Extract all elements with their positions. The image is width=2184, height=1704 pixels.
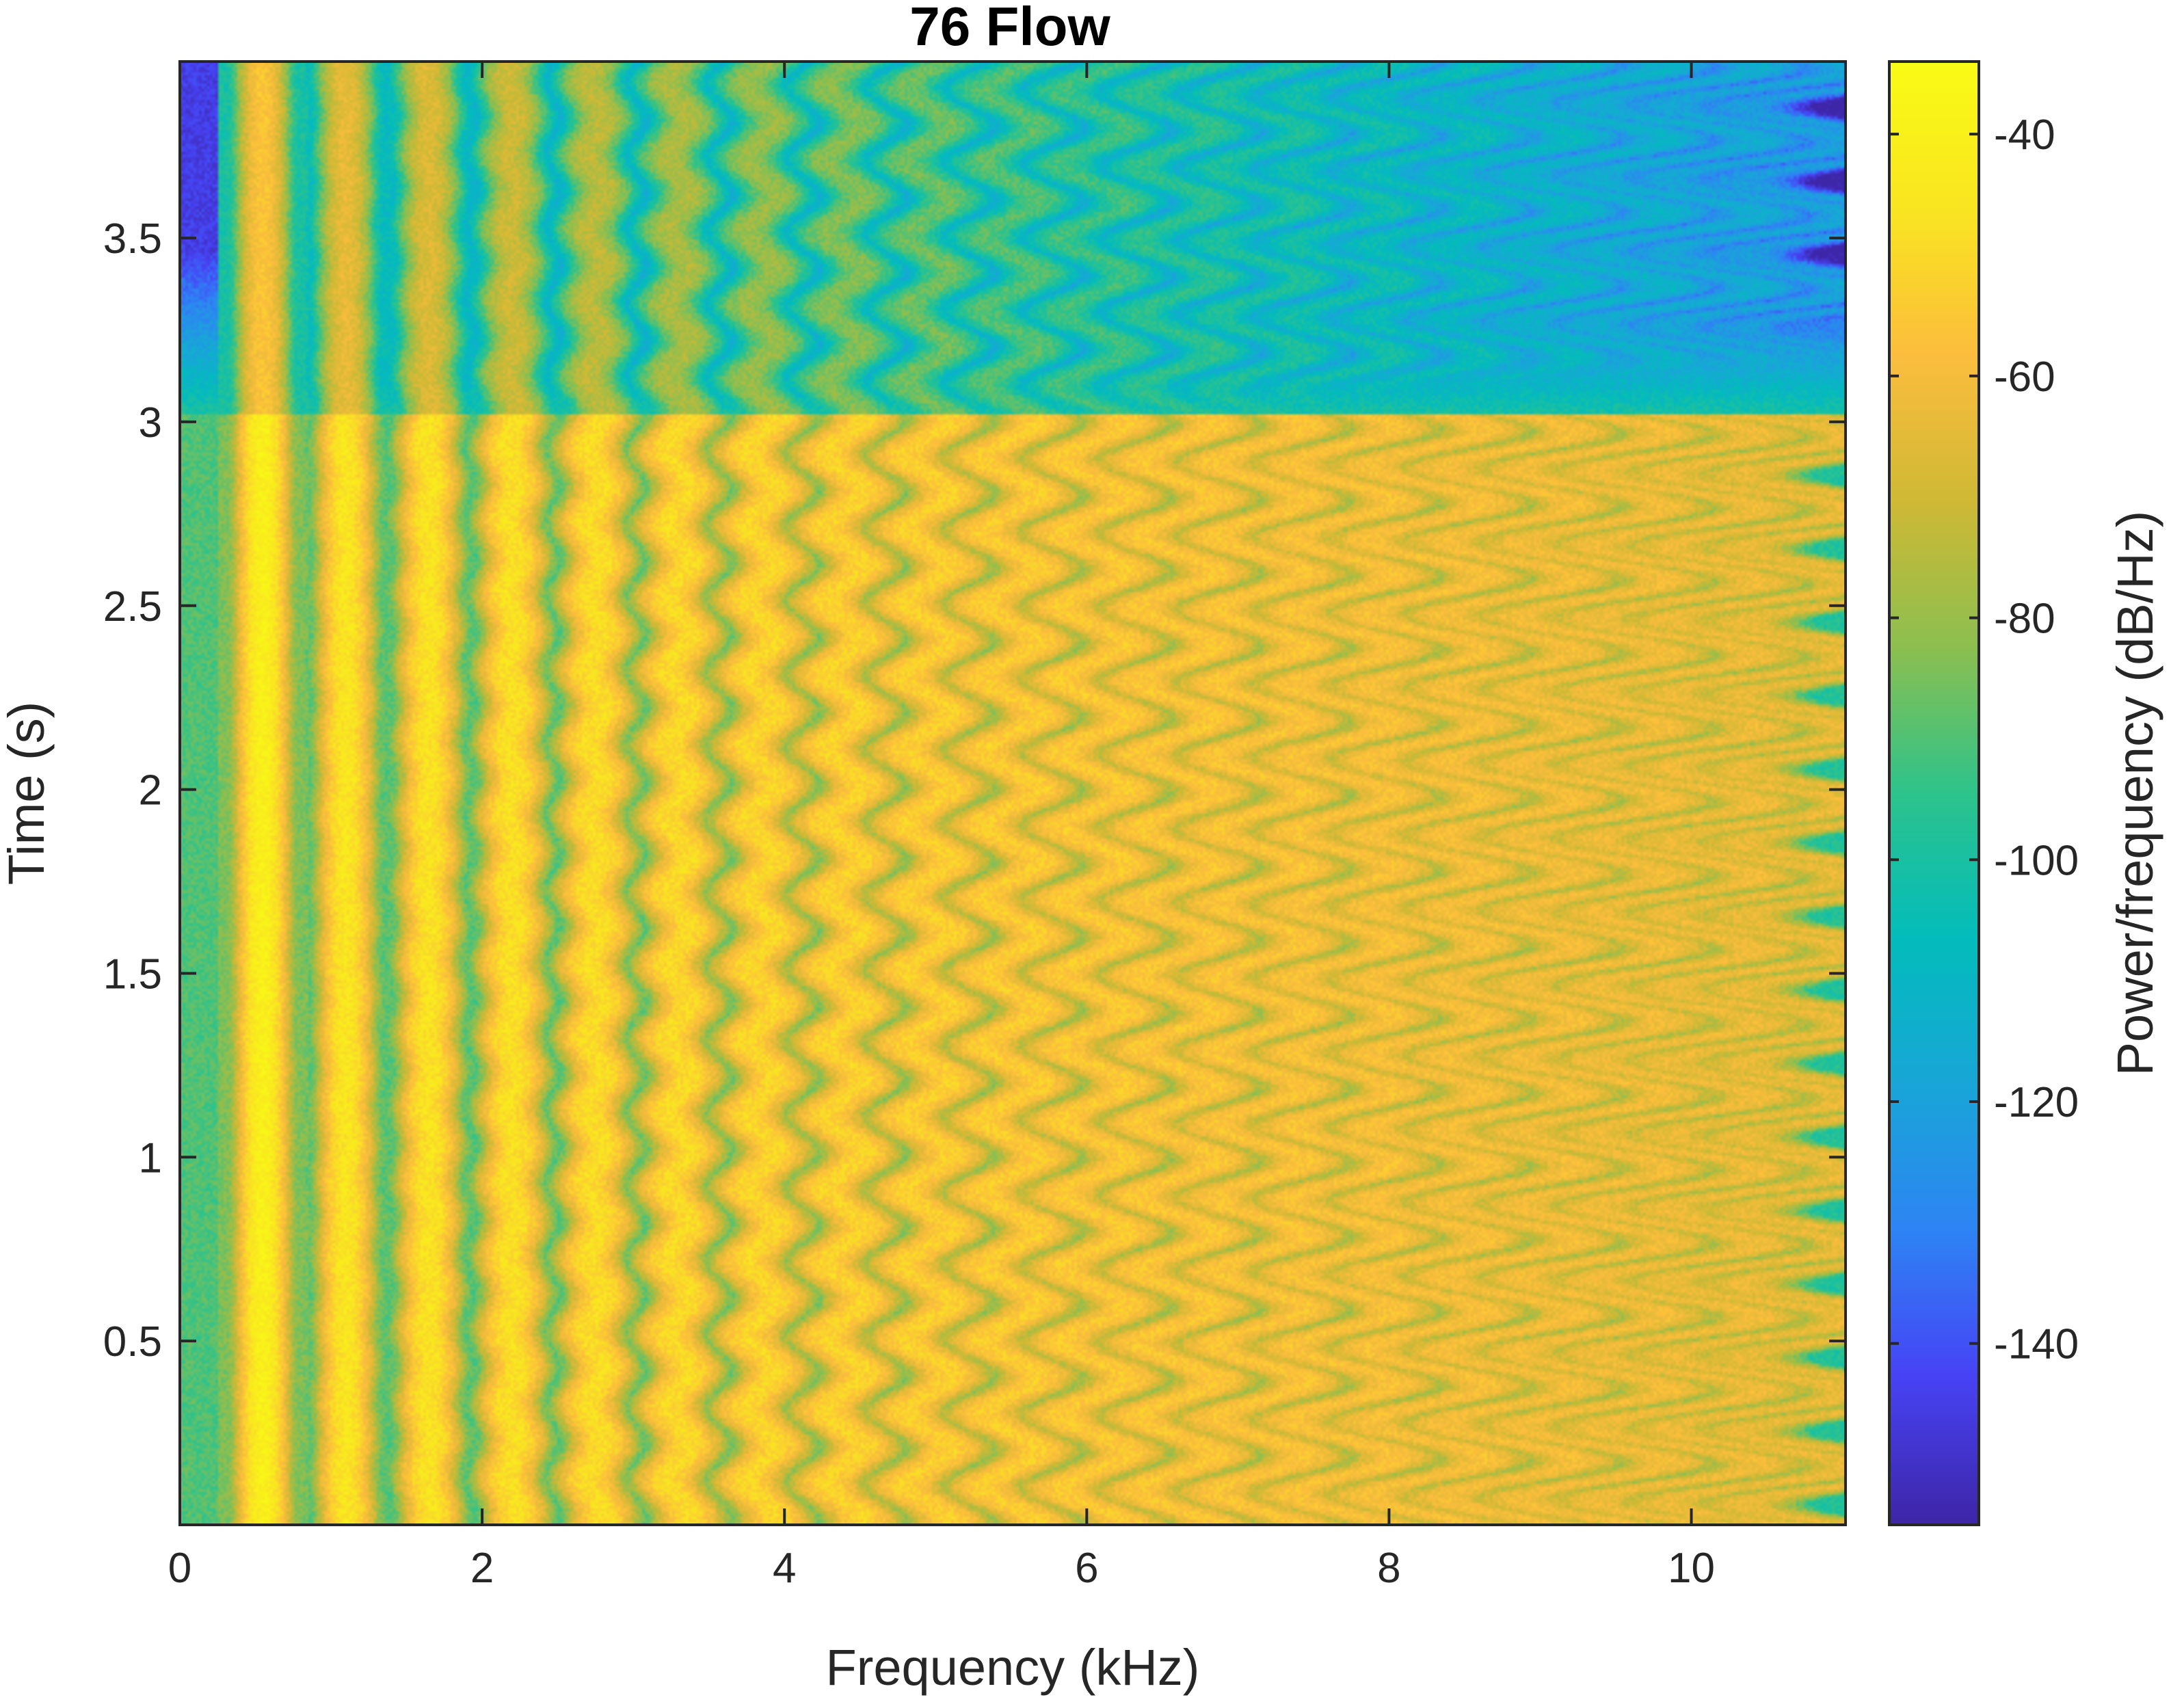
plot-area: 0 2 4 6 8 10 0.5 1 1.5 2 2.5 3 3.5 — [103, 60, 1847, 1592]
x-tick-label: 2 — [470, 1545, 494, 1592]
x-tick-label: 6 — [1075, 1545, 1098, 1592]
colorbar: -40 -60 -80 -100 -120 -140 Power/frequency (d… — [1888, 60, 2163, 1526]
spectrogram-heatmap — [180, 62, 1846, 1525]
y-tick-label: 1.5 — [103, 950, 162, 998]
x-axis-label: Frequency (kHz) — [826, 1639, 1200, 1696]
colorbar-frame — [1888, 60, 1980, 1526]
y-tick-label: 3 — [139, 399, 162, 447]
colorbar-label: Power/frequency (dB/Hz) — [2107, 511, 2163, 1076]
x-axis-ticks: 0 2 4 6 8 10 — [168, 62, 1715, 1592]
colorbar-tick-label: -100 — [1994, 837, 2079, 884]
y-tick-label: 1 — [139, 1134, 162, 1182]
colorbar-tick-label: -80 — [1994, 596, 2055, 643]
colorbar-tick-label: -40 — [1994, 111, 2055, 159]
x-tick-label: 10 — [1668, 1545, 1715, 1592]
colorbar-tick-label: -120 — [1994, 1079, 2079, 1126]
y-tick-label: 2.5 — [103, 583, 162, 630]
colorbar-ticks: -40 -60 -80 -100 -120 -140 — [1889, 111, 2079, 1368]
x-tick-label: 8 — [1377, 1545, 1400, 1592]
plot-frame — [178, 60, 1847, 1526]
y-tick-label: 2 — [139, 767, 162, 814]
y-tick-label: 0.5 — [103, 1318, 162, 1366]
colorbar-tick-label: -60 — [1994, 354, 2055, 401]
y-axis-label: Time (s) — [0, 702, 55, 886]
y-axis-ticks: 0.5 1 1.5 2 2.5 3 3.5 — [103, 215, 1846, 1366]
x-tick-label: 0 — [168, 1545, 191, 1592]
colorbar-tick-label: -140 — [1994, 1321, 2079, 1368]
x-tick-label: 4 — [773, 1545, 796, 1592]
y-tick-label: 3.5 — [103, 215, 162, 263]
colorbar-gradient — [1889, 62, 1979, 1525]
chart-title: 76 Flow — [909, 0, 1110, 57]
